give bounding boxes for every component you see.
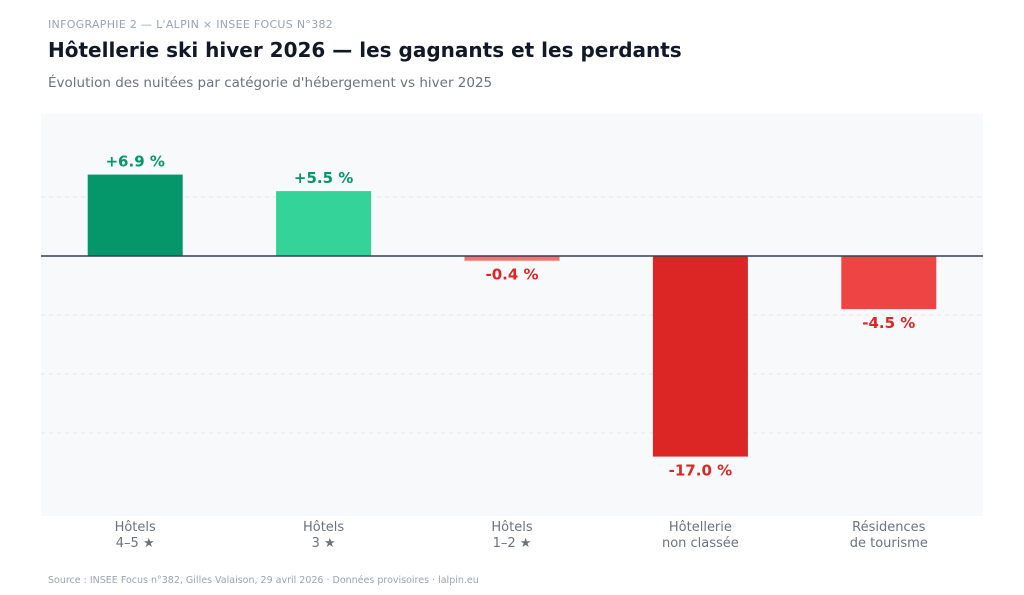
data-label: -17.0 % <box>669 462 733 480</box>
bar <box>87 174 183 256</box>
bar <box>841 256 937 310</box>
bar <box>276 191 372 256</box>
bar <box>652 256 748 457</box>
x-tick-label: non classée <box>662 536 739 551</box>
data-label: -4.5 % <box>862 314 915 332</box>
data-label: -0.4 % <box>485 266 538 284</box>
bar <box>464 256 560 261</box>
x-tick-label: Hôtellerie <box>669 520 732 535</box>
x-tick-label: Hôtels <box>491 520 532 535</box>
data-label: +5.5 % <box>294 169 353 187</box>
source-footer: Source : INSEE Focus n°382, Gilles Valai… <box>48 575 479 586</box>
page-title: Hôtellerie ski hiver 2026 — les gagnants… <box>48 38 682 62</box>
x-tick-label: Hôtels <box>115 520 156 535</box>
subtitle: Évolution des nuitées par catégorie d'hé… <box>48 75 493 91</box>
x-tick-label: 3 ★ <box>312 536 336 551</box>
x-tick-label: Hôtels <box>303 520 344 535</box>
x-tick-label: 4–5 ★ <box>116 536 155 551</box>
x-tick-label: de tourisme <box>850 536 928 551</box>
x-tick-label: Résidences <box>852 520 925 535</box>
data-label: +6.9 % <box>105 153 164 171</box>
kicker: INFOGRAPHIE 2 — L'ALPIN × INSEE FOCUS N°… <box>48 18 334 31</box>
x-tick-label: 1–2 ★ <box>493 536 532 551</box>
